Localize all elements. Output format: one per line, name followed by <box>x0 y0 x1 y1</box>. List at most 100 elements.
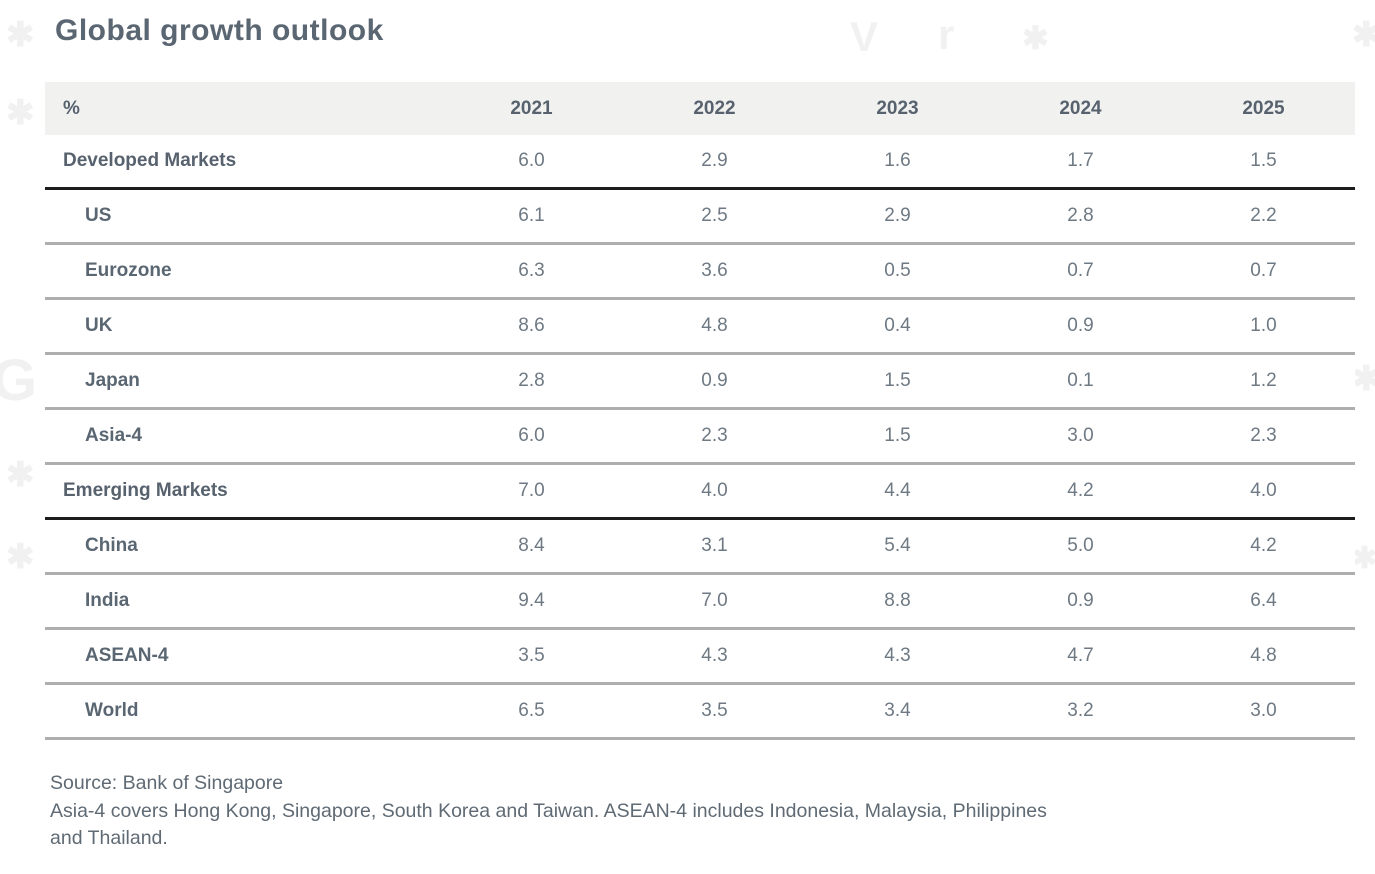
table-row: World 6.5 3.5 3.4 3.2 3.0 <box>45 685 1355 740</box>
watermark-glyph: ✱ <box>1022 20 1049 56</box>
unit-header: % <box>63 97 80 119</box>
table-row: China 8.4 3.1 5.4 5.0 4.2 <box>45 520 1355 575</box>
cell-value: 9.4 <box>518 590 545 611</box>
page-title: Global growth outlook <box>55 14 384 47</box>
cell-value: 1.5 <box>884 370 911 391</box>
row-label: China <box>85 535 138 556</box>
cell-value: 6.4 <box>1250 590 1277 611</box>
cell-value: 3.5 <box>701 700 728 721</box>
cell-value: 6.3 <box>518 260 545 281</box>
row-label: India <box>85 590 130 611</box>
cell-value: 3.2 <box>1067 700 1094 721</box>
watermark-glyph: ✱ <box>6 94 35 132</box>
cell-value: 0.4 <box>884 315 911 336</box>
table-row: Asia-4 6.0 2.3 1.5 3.0 2.3 <box>45 410 1355 465</box>
cell-value: 8.8 <box>884 590 911 611</box>
cell-value: 6.0 <box>518 150 545 171</box>
cell-value: 3.0 <box>1067 425 1094 446</box>
watermark-glyph: ✱ <box>6 538 35 576</box>
cell-value: 3.0 <box>1250 700 1277 721</box>
cell-value: 1.0 <box>1250 315 1277 336</box>
table-row: Developed Markets 6.0 2.9 1.6 1.7 1.5 <box>45 135 1355 190</box>
table-row: Emerging Markets 7.0 4.0 4.4 4.2 4.0 <box>45 465 1355 520</box>
cell-value: 5.4 <box>884 535 911 556</box>
table-row: Eurozone 6.3 3.6 0.5 0.7 0.7 <box>45 245 1355 300</box>
cell-value: 0.9 <box>1067 315 1094 336</box>
watermark-glyph: ✱ <box>1352 16 1375 54</box>
table-row: UK 8.6 4.8 0.4 0.9 1.0 <box>45 300 1355 355</box>
cell-value: 4.2 <box>1250 535 1277 556</box>
cell-value: 4.2 <box>1067 480 1094 501</box>
cell-value: 1.6 <box>884 150 911 171</box>
row-label: US <box>85 205 112 226</box>
cell-value: 0.9 <box>1067 590 1094 611</box>
cell-value: 2.3 <box>701 425 728 446</box>
cell-value: 4.0 <box>701 480 728 501</box>
cell-value: 7.0 <box>518 480 545 501</box>
cell-value: 3.4 <box>884 700 911 721</box>
cell-value: 4.4 <box>884 480 911 501</box>
cell-value: 4.8 <box>1250 645 1277 666</box>
cell-value: 1.5 <box>884 425 911 446</box>
watermark-glyph: r <box>938 11 955 58</box>
cell-value: 6.1 <box>518 205 545 226</box>
cell-value: 4.3 <box>701 645 728 666</box>
row-label: Emerging Markets <box>63 480 228 501</box>
cell-value: 2.9 <box>701 150 728 171</box>
cell-value: 4.7 <box>1067 645 1094 666</box>
cell-value: 2.5 <box>701 205 728 226</box>
year-header-2025: 2025 <box>1242 97 1285 119</box>
cell-value: 0.9 <box>701 370 728 391</box>
table-header-row: % 2021 2022 2023 2024 2025 <box>45 82 1355 135</box>
cell-value: 6.0 <box>518 425 545 446</box>
year-header-2024: 2024 <box>1059 97 1102 119</box>
cell-value: 0.7 <box>1250 260 1277 281</box>
cell-value: 1.2 <box>1250 370 1277 391</box>
cell-value: 2.8 <box>518 370 545 391</box>
table-row: US 6.1 2.5 2.9 2.8 2.2 <box>45 190 1355 245</box>
table-footer: Source: Bank of Singapore Asia-4 covers … <box>50 770 1047 853</box>
cell-value: 0.5 <box>884 260 911 281</box>
cell-value: 4.8 <box>701 315 728 336</box>
year-header-2023: 2023 <box>876 97 919 119</box>
row-label: World <box>85 700 139 721</box>
cell-value: 3.5 <box>518 645 545 666</box>
cell-value: 4.3 <box>884 645 911 666</box>
cell-value: 5.0 <box>1067 535 1094 556</box>
row-label: Asia-4 <box>85 425 143 446</box>
cell-value: 2.3 <box>1250 425 1277 446</box>
watermark-glyph: ✱ <box>6 456 35 494</box>
year-header-2022: 2022 <box>693 97 736 119</box>
table-row: India 9.4 7.0 8.8 0.9 6.4 <box>45 575 1355 630</box>
row-label: Eurozone <box>85 260 172 281</box>
growth-outlook-table: % 2021 2022 2023 2024 2025 Developed Markets… <box>45 82 1355 740</box>
cell-value: 8.4 <box>518 535 545 556</box>
watermark-glyph: ✱ <box>6 16 35 54</box>
table-row: Japan 2.8 0.9 1.5 0.1 1.2 <box>45 355 1355 410</box>
cell-value: 1.5 <box>1250 150 1277 171</box>
row-label: Japan <box>85 370 140 391</box>
cell-value: 1.7 <box>1067 150 1094 171</box>
cell-value: 2.8 <box>1067 205 1094 226</box>
cell-value: 6.5 <box>518 700 545 721</box>
watermark-glyph: G <box>0 348 38 413</box>
cell-value: 3.1 <box>701 535 728 556</box>
cell-value: 4.0 <box>1250 480 1277 501</box>
source-note: Source: Bank of Singapore <box>50 772 284 794</box>
footnote-line-1: Asia-4 covers Hong Kong, Singapore, Sout… <box>50 799 1047 822</box>
watermark-glyph: ✱ <box>1352 360 1375 398</box>
cell-value: 0.1 <box>1067 370 1094 391</box>
watermark-glyph: ✱ <box>1352 542 1375 575</box>
table-row: ASEAN-4 3.5 4.3 4.3 4.7 4.8 <box>45 630 1355 685</box>
cell-value: 3.6 <box>701 260 728 281</box>
watermark-glyph: V <box>850 13 879 60</box>
cell-value: 2.9 <box>884 205 911 226</box>
cell-value: 2.2 <box>1250 205 1277 226</box>
cell-value: 0.7 <box>1067 260 1094 281</box>
row-label: Developed Markets <box>63 150 237 171</box>
row-label: ASEAN-4 <box>85 645 169 666</box>
footnote-line-2: and Thailand. <box>50 827 168 849</box>
row-label: UK <box>85 315 113 336</box>
year-header-2021: 2021 <box>510 97 553 119</box>
